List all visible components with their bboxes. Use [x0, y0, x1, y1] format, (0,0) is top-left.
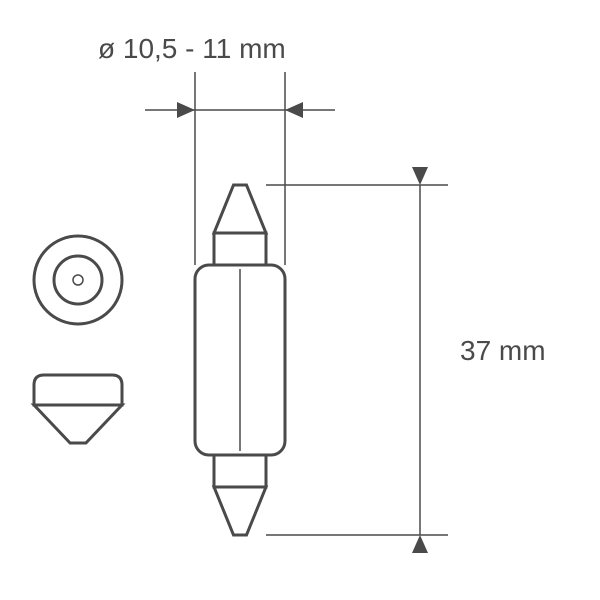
dim-arrow: [177, 102, 195, 118]
bulb-neck-top: [214, 233, 266, 265]
dim-arrow: [412, 535, 428, 553]
bulb-tip-top: [214, 185, 266, 233]
bulb-tip-bottom: [214, 487, 266, 535]
tipview-body: [34, 375, 122, 405]
dim-arrow: [285, 102, 303, 118]
endview-ring: [54, 256, 102, 304]
technical-drawing: ø 10,5 - 11 mm 37 mm: [0, 0, 600, 600]
dim-height-label: 37 mm: [460, 335, 546, 366]
dim-width-label: ø 10,5 - 11 mm: [98, 33, 286, 64]
bulb-neck-bottom: [214, 455, 266, 487]
dim-arrow: [412, 167, 428, 185]
tipview-tip: [34, 405, 122, 443]
